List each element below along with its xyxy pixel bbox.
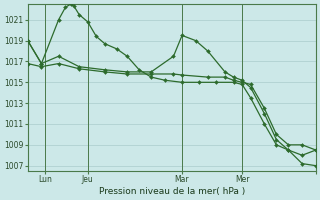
X-axis label: Pression niveau de la mer( hPa ): Pression niveau de la mer( hPa ) bbox=[99, 187, 245, 196]
